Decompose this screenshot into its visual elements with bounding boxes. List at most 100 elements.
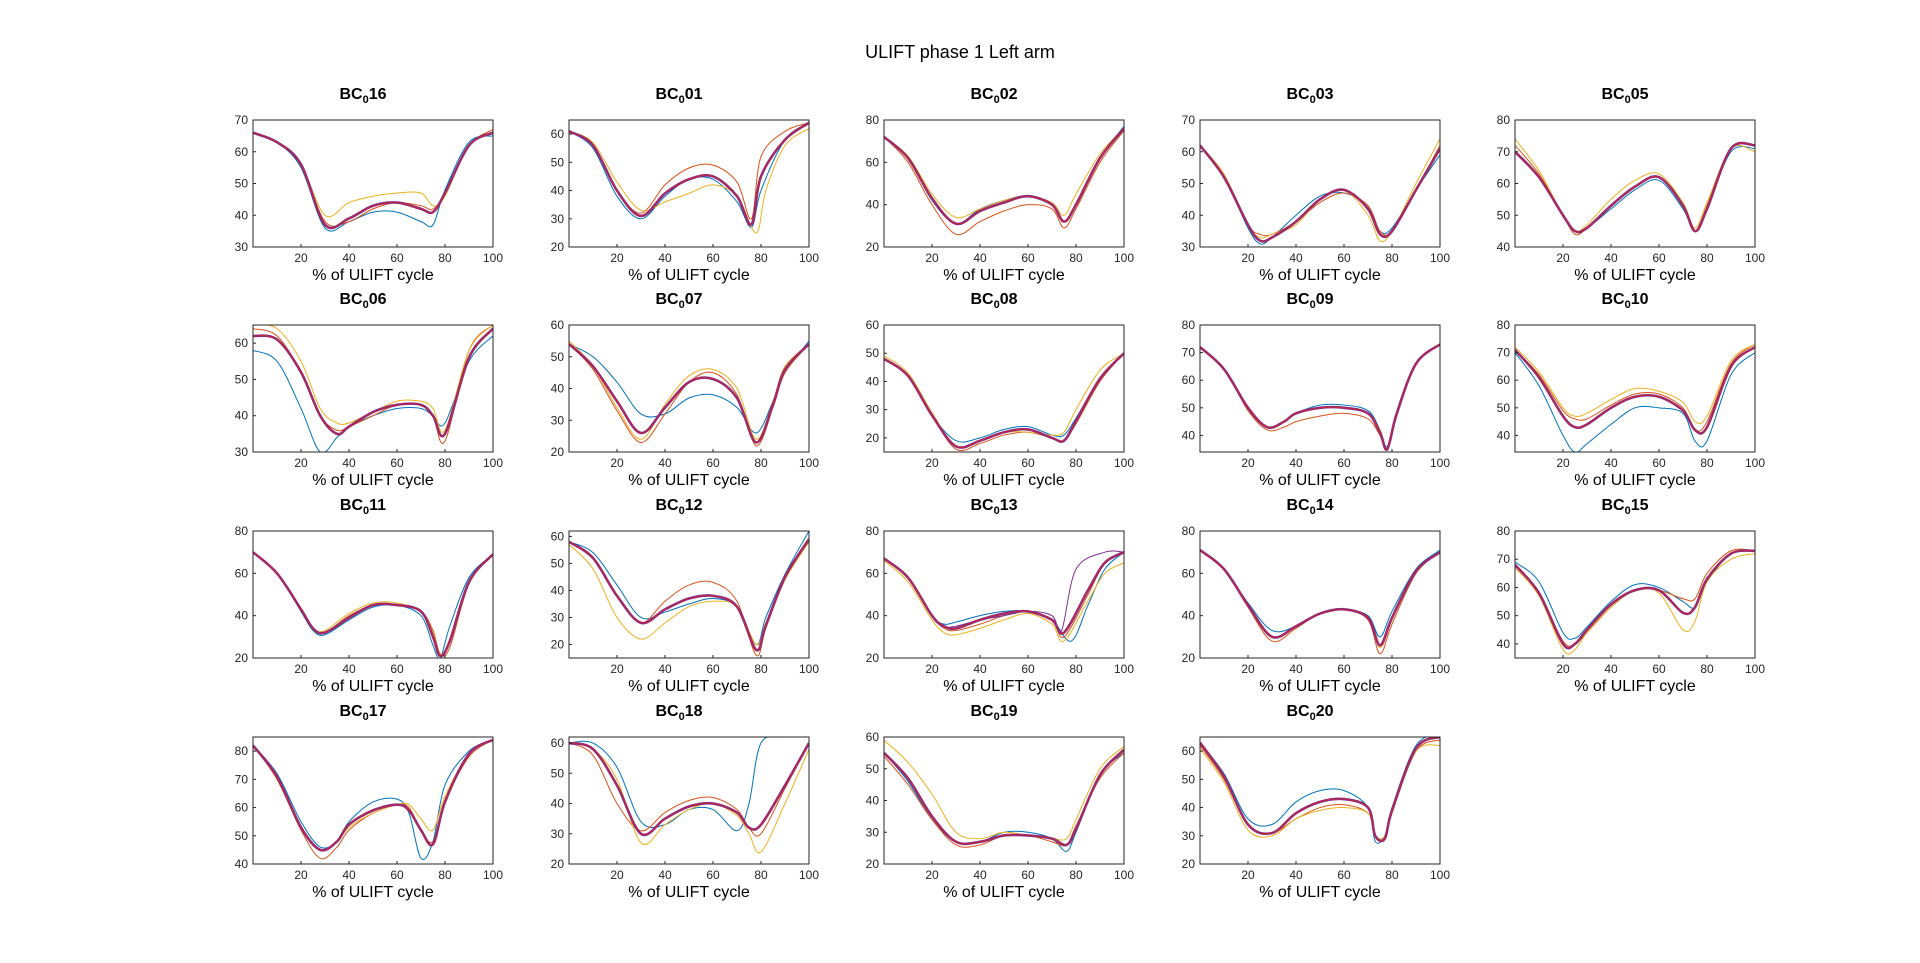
x-tick-label: 100	[1114, 456, 1134, 470]
y-tick-label: 50	[1497, 401, 1511, 415]
x-tick-label: 20	[925, 662, 939, 676]
subplot: BC013 20 40 60 80 100 20 40 60 80 % of ULIFT cycle	[844, 497, 1144, 704]
subplot-title-main: BC	[655, 86, 679, 103]
subplot-title-tail: 03	[1315, 86, 1334, 103]
y-tick-label: 20	[551, 637, 565, 651]
y-tick-label: 80	[1497, 318, 1511, 332]
x-axis-label: % of ULIFT cycle	[943, 678, 1065, 695]
subplot-title-main: BC	[655, 703, 679, 720]
x-tick-label: 20	[1241, 456, 1255, 470]
x-tick-label: 100	[1745, 456, 1765, 470]
y-tick-label: 50	[866, 346, 880, 360]
subplot-title: BC006	[213, 291, 513, 311]
subplot-title-tail: 15	[1630, 497, 1649, 514]
subplot: BC011 20 40 60 80 100 20 40 60 80 % of ULIFT cycle	[213, 497, 513, 704]
x-tick-label: 20	[925, 456, 939, 470]
x-tick-label: 60	[1652, 251, 1666, 265]
y-tick-label: 30	[551, 610, 565, 624]
subplot: BC003 20 40 60 80 100 30 40 50 60 70 % of ULIFT cyc…	[1160, 86, 1460, 293]
subplot-title-subscript: 0	[993, 505, 1000, 518]
y-tick-label: 50	[235, 177, 249, 191]
x-tick-label: 60	[706, 868, 720, 882]
y-tick-label: 70	[1497, 145, 1511, 159]
y-tick-label: 60	[551, 127, 565, 141]
plot-area	[569, 737, 809, 854]
x-tick-label: 60	[1021, 662, 1035, 676]
subplot-title-tail: 18	[684, 703, 703, 720]
subplot-title-main: BC	[339, 703, 363, 720]
series-line	[1515, 553, 1755, 655]
x-tick-label: 20	[1241, 662, 1255, 676]
axes-box	[252, 119, 494, 248]
x-tick-label: 100	[1114, 662, 1134, 676]
x-tick-label: 40	[658, 868, 672, 882]
subplot-axes: 20 40 60 80 100 40 50 60 70 80	[1497, 113, 1766, 265]
plot-area	[1515, 343, 1755, 452]
series-line-mean	[569, 538, 809, 652]
plot-area	[1200, 549, 1440, 655]
y-tick-label: 30	[551, 827, 565, 841]
axes-box	[1514, 530, 1756, 659]
subplot-title-subscript: 0	[1309, 711, 1316, 724]
x-tick-label: 60	[1337, 662, 1351, 676]
y-tick-label: 80	[1182, 524, 1196, 538]
axes-box	[568, 119, 810, 248]
series-line	[884, 560, 1124, 643]
subplot-axes: 20 40 60 80 100 20 30 40 50 60	[551, 736, 820, 882]
y-tick-label: 30	[551, 413, 565, 427]
figure-title: ULIFT phase 1 Left arm	[865, 42, 1055, 62]
x-tick-label: 20	[610, 456, 624, 470]
y-tick-label: 40	[1497, 428, 1511, 442]
series-line-mean-highlight	[1200, 737, 1440, 842]
subplot: BC008 20 40 60 80 100 20 30 40 50 60 % of ULIFT cyc…	[844, 291, 1144, 498]
subplot-title: BC013	[844, 497, 1144, 517]
subplot-axes: 20 40 60 80 100 30 40 50 60 70	[235, 113, 504, 265]
y-tick-label: 50	[1497, 609, 1511, 623]
x-tick-label: 60	[706, 662, 720, 676]
x-tick-label: 20	[1241, 868, 1255, 882]
series-line-mean-highlight	[884, 352, 1124, 449]
axes-box	[1514, 119, 1756, 248]
y-tick-label: 50	[866, 762, 880, 776]
subplot-title-main: BC	[970, 86, 994, 103]
subplot: BC016 20 40 60 80 100 30 40 50 60 70 % of ULIFT cyc…	[213, 86, 513, 293]
series-line-mean	[253, 738, 493, 852]
x-tick-label: 100	[1430, 456, 1450, 470]
series-line-mean-highlight	[884, 749, 1124, 846]
x-axis-label: % of ULIFT cycle	[628, 472, 750, 489]
y-tick-label: 50	[235, 829, 249, 843]
y-tick-label: 20	[866, 857, 880, 871]
subplot-title-subscript: 0	[363, 505, 370, 518]
y-tick-label: 70	[235, 772, 249, 786]
x-tick-label: 80	[1700, 251, 1714, 265]
subplot: BC001 20 40 60 80 100 20 30 40 50 60 % of ULIFT cyc…	[529, 86, 829, 293]
y-tick-label: 80	[1182, 318, 1196, 332]
y-tick-label: 40	[1182, 428, 1196, 442]
series-line	[1200, 744, 1440, 840]
subplot: BC020 20 40 60 80 100 20 30 40 50 60% of ULIFT cyc…	[1160, 703, 1460, 910]
series-line	[569, 742, 809, 837]
series-line-mean	[1515, 549, 1755, 650]
series-line	[884, 130, 1124, 236]
y-tick-label: 60	[235, 145, 249, 159]
x-tick-label: 80	[438, 662, 452, 676]
series-line-mean	[253, 551, 493, 658]
subplot: BC012 20 40 60 80 100 20 30 40 50 60 % of ULIFT cyc…	[529, 497, 829, 704]
subplot: BC009 20 40 60 80 100 40 50 60 70 80 % of ULIFT cyc…	[1160, 291, 1460, 498]
subplot-title: BC017	[213, 703, 513, 723]
x-tick-label: 40	[973, 662, 987, 676]
y-tick-label: 60	[1497, 580, 1511, 594]
subplot-title-subscript: 0	[1624, 94, 1631, 107]
subplot-title-tail: 01	[684, 86, 703, 103]
subplot-axes: 20 40 60 80 100 30 40 50 60 70	[1182, 113, 1451, 265]
subplot-title: BC016	[213, 86, 513, 106]
x-axis-label: % of ULIFT cycle	[628, 884, 750, 901]
subplot-title-subscript: 0	[993, 711, 1000, 724]
x-tick-label: 40	[342, 456, 356, 470]
series-line-mean-highlight	[253, 551, 493, 657]
plot-area	[884, 352, 1124, 452]
plot-area	[253, 129, 493, 232]
x-tick-label: 100	[799, 662, 819, 676]
x-tick-label: 40	[1289, 251, 1303, 265]
x-axis-label: % of ULIFT cycle	[312, 678, 434, 695]
